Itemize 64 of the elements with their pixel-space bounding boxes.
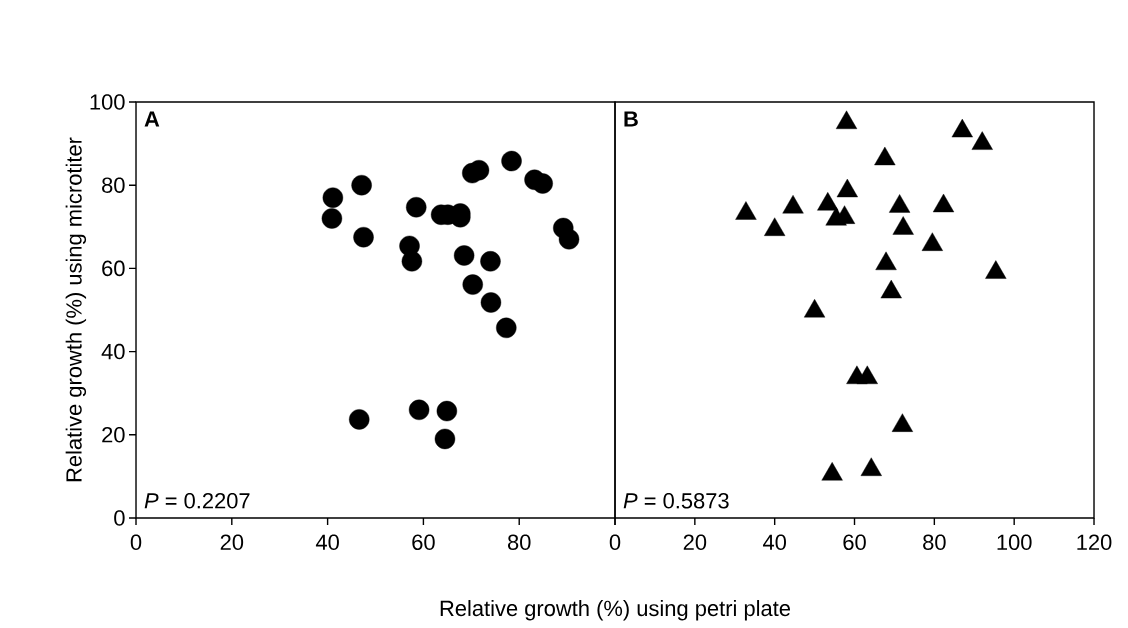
x-tick-label: 40 xyxy=(315,534,339,551)
point xyxy=(921,232,943,251)
y-tick-label: 40 xyxy=(101,343,125,360)
x-tick-label: 20 xyxy=(220,534,244,551)
point xyxy=(351,174,372,196)
point xyxy=(434,428,456,450)
point xyxy=(835,110,858,129)
y-tick-label: 80 xyxy=(102,177,125,193)
point xyxy=(880,279,902,299)
point xyxy=(558,229,580,250)
point xyxy=(875,251,897,271)
point xyxy=(985,260,1007,279)
x-tick-label: 120 xyxy=(1077,534,1112,551)
point xyxy=(401,251,423,272)
point xyxy=(804,299,826,318)
y-axis-title: Relative growth (%) using microtiter xyxy=(65,137,87,482)
point xyxy=(532,173,553,194)
point xyxy=(856,365,878,384)
point xyxy=(860,457,882,476)
x-tick-label: 20 xyxy=(683,534,707,551)
point xyxy=(501,150,522,172)
point xyxy=(971,131,993,150)
annotation: A xyxy=(144,111,160,127)
y-tick-label: 0 xyxy=(114,510,125,526)
point xyxy=(932,193,955,213)
annotation: P = 0.2207 xyxy=(144,493,250,509)
point xyxy=(353,226,374,248)
x-tick-label: 60 xyxy=(412,534,435,551)
point xyxy=(782,195,804,214)
point xyxy=(889,194,911,213)
point xyxy=(817,192,839,211)
point xyxy=(408,399,430,421)
x-tick-label: 80 xyxy=(507,534,531,551)
x-tick-label: 40 xyxy=(762,534,786,551)
point xyxy=(462,274,483,295)
x-axis-title: Relative growth (%) using petri plate xyxy=(440,600,791,621)
x-tick-label: 0 xyxy=(130,534,142,551)
point xyxy=(453,245,475,266)
y-tick-label: 20 xyxy=(102,427,125,443)
point xyxy=(349,409,370,430)
annotation: P = 0.5873 xyxy=(623,493,729,509)
point xyxy=(951,118,973,138)
point xyxy=(480,251,501,272)
x-tick-label: 100 xyxy=(997,534,1032,551)
point xyxy=(468,160,490,181)
x-tick-label: 60 xyxy=(843,534,866,551)
point xyxy=(821,462,843,481)
y-tick-label: 60 xyxy=(102,260,125,277)
y-tick-label: 100 xyxy=(90,94,125,110)
point xyxy=(892,216,914,235)
x-tick-label: 80 xyxy=(923,534,946,551)
point xyxy=(480,292,502,313)
point xyxy=(836,178,858,198)
point xyxy=(406,197,427,218)
point xyxy=(874,146,896,166)
annotation: B xyxy=(624,111,638,127)
point xyxy=(322,187,344,208)
point xyxy=(321,208,343,229)
point xyxy=(891,413,913,432)
point xyxy=(496,317,517,339)
point xyxy=(764,217,786,236)
point xyxy=(735,201,757,220)
x-tick-label: 0 xyxy=(609,534,621,551)
point xyxy=(436,400,458,422)
